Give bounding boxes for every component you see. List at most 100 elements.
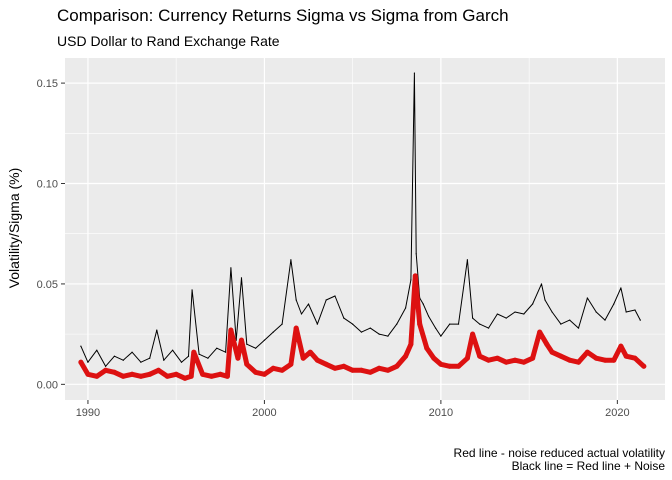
data-point [228,327,234,333]
data-point [240,277,243,279]
data-point [238,337,244,343]
data-point [611,357,617,363]
data-point [641,363,647,369]
data-point [431,355,437,361]
data-point [470,331,476,337]
data-point [279,367,285,373]
data-point [464,355,470,361]
data-point [120,373,126,379]
data-point [113,355,116,357]
data-point [477,353,483,359]
data-point [290,259,292,261]
data-point [560,323,562,325]
data-point [576,359,582,365]
y-tick-label: 0.10 [37,179,58,191]
data-point [314,357,320,363]
data-point [449,323,451,325]
data-point [424,345,430,351]
chart-title: Comparison: Currency Returns Sigma vs Si… [57,6,509,25]
data-point [577,327,580,329]
data-point [350,367,356,373]
data-point [163,359,165,361]
x-tick-label: 2020 [605,407,629,419]
data-point [156,367,162,373]
data-point [188,373,194,379]
data-point [216,347,218,349]
data-point [295,299,297,301]
data-point [456,363,462,369]
x-tick-label: 2000 [252,407,276,419]
data-point [530,355,536,361]
data-point [360,331,363,333]
data-point [104,365,107,367]
data-point [440,335,442,337]
data-point [613,303,615,305]
data-point [198,353,200,355]
data-point [217,371,223,377]
caption: Red line - noise reduced actual volatili… [454,447,665,473]
data-point [413,72,416,74]
data-point [404,307,407,309]
data-point [87,361,89,363]
data-point [367,369,373,375]
data-point [191,289,193,291]
data-point [422,303,424,305]
grid [65,58,665,400]
data-point [85,371,91,377]
data-point [396,323,398,325]
data-point [323,361,329,367]
data-point [394,363,400,369]
data-point [253,369,259,375]
data-point [494,355,500,361]
data-point [532,303,534,305]
data-point [140,361,142,363]
data-point [403,353,409,359]
data-point [288,361,294,367]
x-tick-label: 1990 [76,407,100,419]
y-tick-label: 0.00 [37,379,58,391]
data-point [147,371,153,377]
data-point [129,371,135,377]
data-point [254,347,257,349]
data-point [111,369,117,375]
data-point [244,361,250,367]
data-point [415,253,417,255]
data-point [438,361,444,367]
y-axis-title: Volatility/Sigma (%) [6,168,22,289]
data-point [358,367,364,373]
series-layer [78,72,647,381]
data-point [281,323,283,325]
data-point [224,373,230,379]
data-point [208,373,214,379]
data-point [625,311,627,313]
data-point [417,321,423,327]
data-point [604,319,606,321]
chart-subtitle: USD Dollar to Rand Exchange Rate [57,33,280,49]
data-point [505,317,507,319]
data-point [376,365,382,371]
data-point [466,259,468,261]
data-point [584,349,590,355]
data-point [385,367,391,373]
data-point [263,339,266,341]
y-tick-label: 0.15 [37,78,58,90]
data-point [341,363,347,369]
data-point [246,343,248,345]
data-point [586,297,588,299]
data-point [427,315,430,317]
data-point [537,329,543,335]
data-point [639,319,641,321]
data-point [620,287,622,289]
data-point [487,327,490,329]
data-point [182,375,188,381]
data-point [334,295,336,297]
data-point [325,299,327,301]
data-point [434,327,437,329]
data-point [503,359,509,365]
data-point [602,357,608,363]
data-point [80,345,82,347]
data-point [549,349,555,355]
data-point [332,365,338,371]
data-point [224,351,227,353]
data-point [200,371,206,377]
